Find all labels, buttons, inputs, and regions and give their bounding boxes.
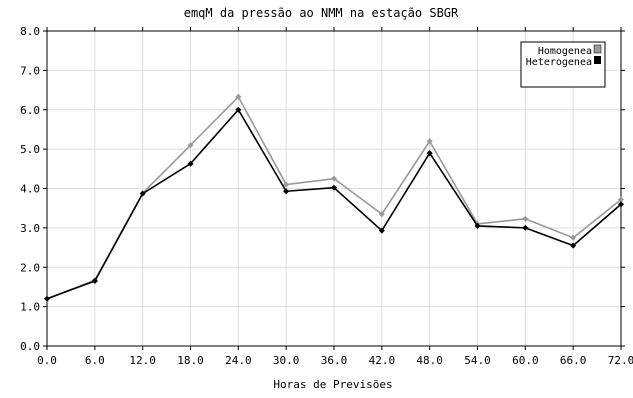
data-point-homogenea — [283, 181, 290, 188]
x-tick-label: 18.0 — [177, 354, 204, 367]
x-tick-label: 6.0 — [85, 354, 105, 367]
y-tick-label: 0.0 — [20, 340, 40, 353]
x-tick-label: 48.0 — [416, 354, 443, 367]
chart-title: emqM da pressão ao NMM na estação SBGR — [184, 6, 459, 20]
x-tick-label: 24.0 — [225, 354, 252, 367]
data-point-heterogenea — [283, 188, 290, 195]
series-group — [44, 93, 624, 302]
x-tick-label: 72.0 — [608, 354, 633, 367]
data-point-heterogenea — [474, 222, 481, 229]
x-tick-label: 60.0 — [512, 354, 539, 367]
x-tick-label: 30.0 — [273, 354, 300, 367]
data-point-homogenea — [378, 211, 385, 218]
y-tick-label: 6.0 — [20, 104, 40, 117]
legend-swatch-homogenea — [593, 44, 602, 54]
data-point-heterogenea — [187, 160, 194, 167]
data-point-homogenea — [187, 142, 194, 149]
x-axis-ticks: 0.0 6.0 12.0 18.0 24.0 30.0 36.0 42.0 48.0 54.0 60… — [37, 27, 633, 367]
legend-swatch-heterogenea — [594, 56, 601, 64]
y-tick-label: 4.0 — [20, 183, 40, 196]
data-point-homogenea — [235, 93, 242, 100]
data-point-heterogenea — [570, 242, 577, 249]
data-point-heterogenea — [426, 150, 433, 157]
data-point-heterogenea — [618, 201, 624, 208]
x-tick-label: 42.0 — [369, 354, 396, 367]
data-point-homogenea — [618, 196, 624, 203]
y-tick-label: 1.0 — [20, 301, 40, 314]
data-point-homogenea — [426, 138, 433, 145]
x-tick-label: 54.0 — [464, 354, 491, 367]
data-point-heterogenea — [522, 224, 529, 231]
legend: Homogenea Heterogenea — [520, 41, 606, 88]
x-tick-label: 0.0 — [37, 354, 57, 367]
data-point-heterogenea — [378, 227, 385, 234]
y-tick-label: 7.0 — [20, 64, 40, 77]
data-point-heterogenea — [139, 190, 146, 197]
y-tick-label: 3.0 — [20, 222, 40, 235]
data-point-homogenea — [522, 215, 529, 222]
x-tick-label: 36.0 — [321, 354, 348, 367]
x-tick-label: 12.0 — [129, 354, 156, 367]
data-point-homogenea — [570, 234, 577, 241]
data-point-heterogenea — [44, 295, 50, 302]
data-point-heterogenea — [331, 184, 337, 191]
x-axis-label: Horas de Previsões — [273, 378, 392, 391]
legend-box — [520, 41, 606, 88]
legend-label-heterogenea: Heterogenea — [526, 57, 592, 68]
y-axis-ticks: 0.0 1.0 2.0 3.0 4.0 5.0 6.0 7.0 8.0 — [20, 25, 625, 353]
legend-label-homogenea: Homogenea — [538, 46, 592, 57]
y-tick-label: 5.0 — [20, 143, 40, 156]
data-point-heterogenea — [235, 106, 242, 113]
x-tick-label: 66.0 — [560, 354, 587, 367]
data-point-homogenea — [331, 175, 337, 182]
y-tick-label: 8.0 — [20, 25, 40, 38]
data-point-heterogenea — [91, 278, 98, 285]
y-tick-label: 2.0 — [20, 261, 40, 274]
